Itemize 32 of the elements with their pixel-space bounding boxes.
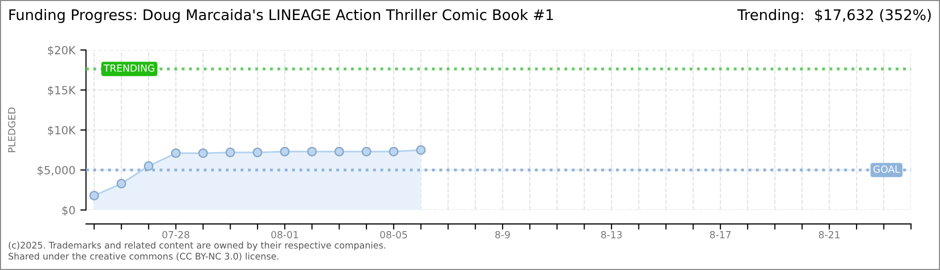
x-tick-label: 08-01	[271, 231, 298, 238]
point	[116, 178, 126, 188]
ref-line-label: TRENDING	[104, 64, 154, 72]
y-tick-label: $15K	[48, 86, 76, 96]
x-tick-label: 8-21	[818, 231, 840, 238]
x-tick-label: 08-05	[380, 231, 407, 238]
x-tick-label: 8-17	[710, 231, 731, 238]
point	[388, 146, 399, 156]
y-tick-label: $5,000	[38, 166, 75, 176]
text: (c)2025. Trademarks and related content are owned by their respective companies.	[8, 242, 386, 250]
ref-line-label: GOAL	[874, 165, 900, 173]
point	[362, 146, 372, 156]
point	[144, 161, 154, 171]
point	[198, 148, 208, 158]
x-tick-label: 8-13	[601, 231, 622, 238]
point	[280, 146, 290, 156]
point	[334, 146, 344, 156]
point	[225, 148, 236, 158]
y-tick-label: $10K	[48, 126, 76, 136]
y-tick-label: $0	[62, 206, 75, 216]
point	[89, 190, 100, 200]
point	[170, 148, 181, 158]
text: Shared under the creative commons (CC BY-NC 3.0) license.	[8, 252, 278, 261]
x-tick-label: 8-9	[495, 231, 510, 238]
text: Trending: $17,632 (352%)	[737, 8, 931, 24]
y-axis-title: PLEDGED	[8, 108, 16, 152]
x-tick-label: 07-28	[162, 231, 190, 238]
chart-title: Funding Progress: Doug Marcaida's LINEAGE Action Thriller Comic Book #1	[9, 8, 553, 24]
point	[252, 148, 262, 158]
point	[307, 146, 317, 156]
y-tick-label: $20K	[48, 46, 76, 56]
point	[416, 145, 426, 155]
